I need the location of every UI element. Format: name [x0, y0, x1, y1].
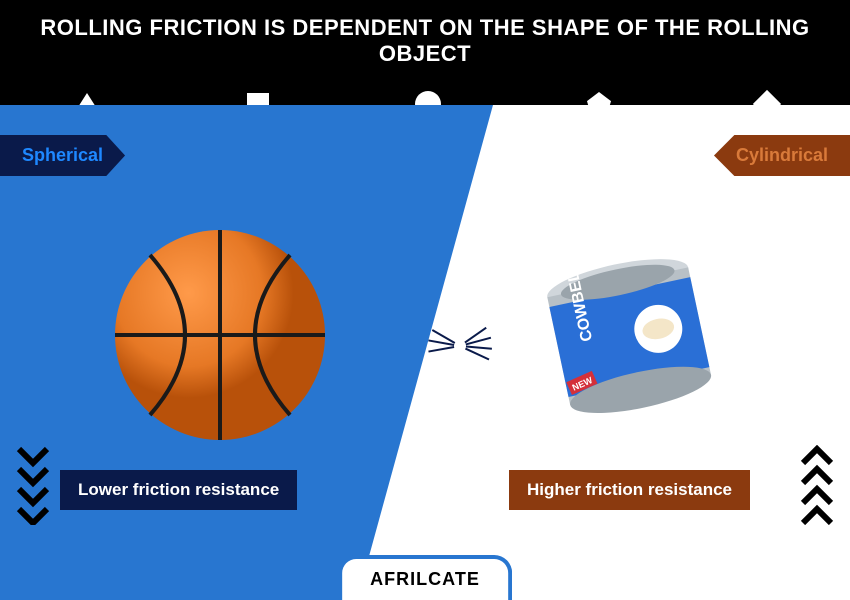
- burst-icon: [420, 305, 500, 385]
- tag-cylindrical: Cylindrical: [714, 135, 850, 176]
- main-panel: Spherical Cylindrical COWBELL NEW: [0, 105, 850, 600]
- basketball-icon: [110, 225, 330, 445]
- result-lower: Lower friction resistance: [60, 470, 297, 510]
- tag-spherical: Spherical: [0, 135, 125, 176]
- header: ROLLING FRICTION IS DEPENDENT ON THE SHA…: [0, 0, 850, 105]
- chevron-up-icon: [799, 445, 835, 530]
- footer-brand: AFRILCATE: [338, 555, 512, 600]
- result-higher: Higher friction resistance: [509, 470, 750, 510]
- chevron-down-icon: [15, 445, 51, 530]
- page-title: ROLLING FRICTION IS DEPENDENT ON THE SHA…: [20, 15, 830, 67]
- can-icon: COWBELL NEW: [540, 255, 720, 425]
